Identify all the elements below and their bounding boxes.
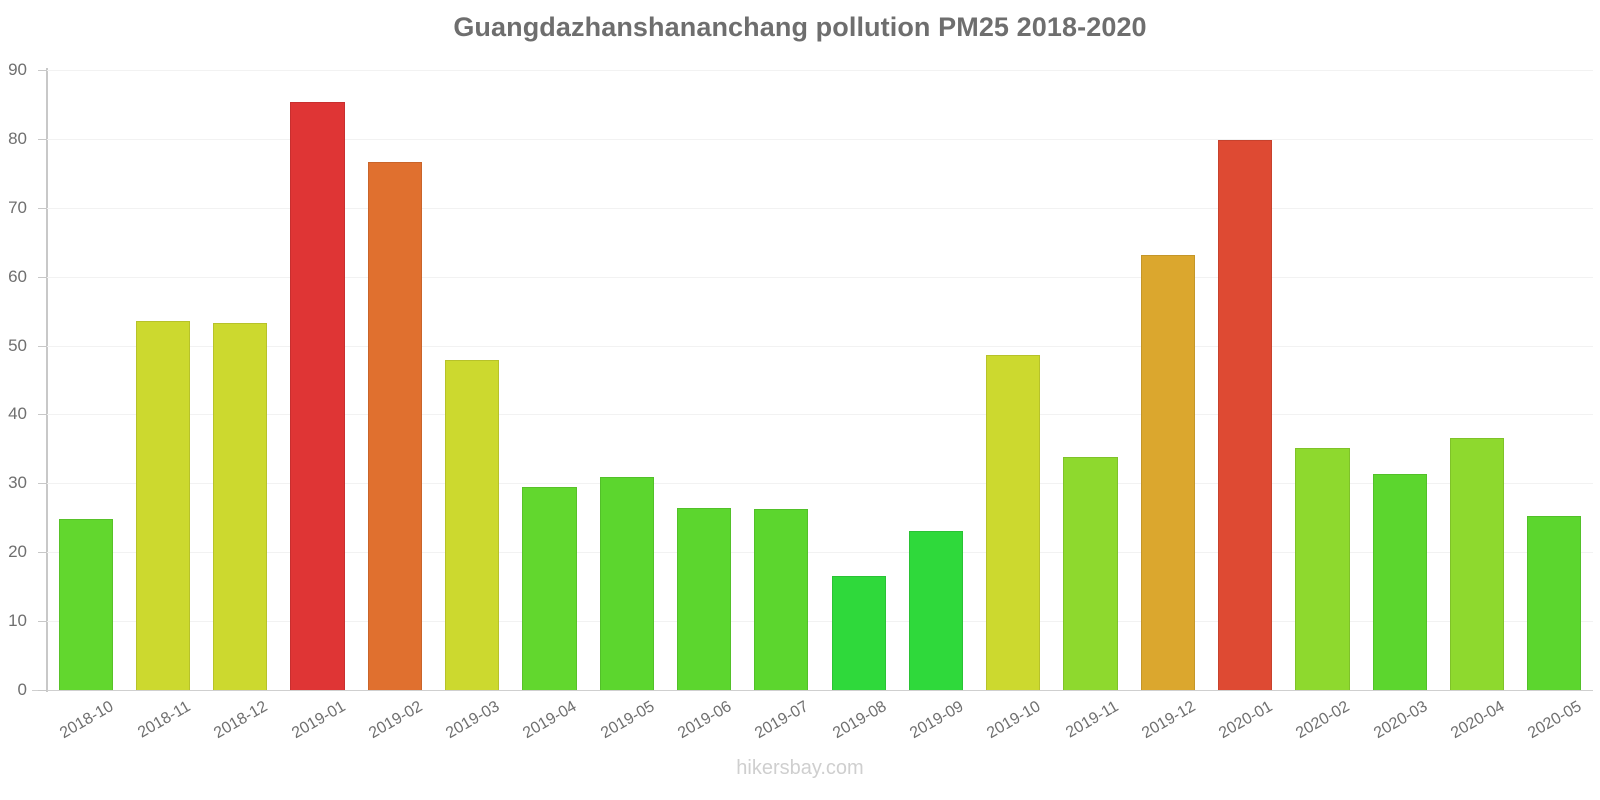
gridline — [47, 138, 1593, 140]
x-axis-tick-label: 2018-12 — [211, 698, 271, 743]
y-axis-line — [46, 68, 48, 692]
gridline — [47, 207, 1593, 209]
y-axis-tick-mark — [38, 414, 47, 416]
x-axis-tick-label: 2020-04 — [1448, 698, 1508, 743]
y-axis-tick-label: 40 — [8, 404, 27, 424]
bar[interactable] — [445, 360, 500, 690]
y-axis-tick-label: 20 — [8, 542, 27, 562]
y-axis-tick-mark — [38, 345, 47, 347]
gridline — [47, 414, 1593, 416]
gridline — [47, 621, 1593, 623]
y-axis-tick-label: 80 — [8, 128, 27, 148]
y-axis-tick-mark — [38, 70, 47, 71]
bar[interactable] — [1218, 140, 1273, 690]
x-axis-tick-label: 2019-05 — [597, 698, 658, 743]
bar[interactable] — [831, 575, 886, 690]
gridline — [47, 70, 1593, 71]
y-axis-tick-mark — [38, 690, 47, 691]
x-axis-tick-label: 2019-07 — [752, 698, 812, 743]
y-axis-tick-label: 10 — [8, 611, 27, 631]
bar[interactable] — [290, 102, 345, 690]
y-axis-tick-mark — [38, 483, 47, 485]
bar[interactable] — [676, 508, 732, 690]
bar[interactable] — [1295, 448, 1350, 690]
bar[interactable] — [1449, 437, 1505, 690]
bar[interactable] — [213, 322, 268, 690]
y-axis-tick-label: 50 — [8, 335, 27, 355]
bar[interactable] — [1527, 515, 1582, 690]
y-axis-tick-label: 0 — [17, 680, 27, 699]
gridline — [47, 345, 1593, 347]
bar[interactable] — [1372, 473, 1427, 690]
x-axis-tick-label: 2020-02 — [1293, 698, 1353, 743]
x-axis-tick-label: 2019-09 — [907, 698, 967, 743]
gridline — [47, 276, 1593, 278]
x-axis-tick-label: 2019-01 — [288, 698, 349, 743]
y-axis-tick-label: 90 — [8, 60, 27, 79]
y-axis-tick-label: 30 — [8, 473, 27, 493]
x-axis-tick-label: 2020-01 — [1216, 698, 1276, 743]
x-axis-tick-label: 2019-10 — [984, 698, 1044, 743]
y-axis-tick-mark — [38, 138, 47, 140]
plot-area: 0 10 20 30 40 50 60 70 80 90 — [8, 60, 1593, 699]
watermark: hikersbay.com — [736, 757, 864, 779]
bar[interactable] — [908, 530, 963, 690]
x-axis-tick-label: 2020-05 — [1525, 698, 1585, 743]
y-axis-tick-mark — [38, 276, 47, 278]
x-axis-tick-label: 2019-04 — [520, 698, 580, 743]
y-axis-tick-label: 60 — [8, 266, 27, 286]
x-axis-line — [32, 690, 1593, 691]
bar[interactable] — [135, 320, 190, 690]
y-axis-tick-mark — [38, 207, 47, 209]
y-axis-tick-mark — [38, 552, 47, 554]
bar[interactable] — [754, 508, 809, 690]
bar[interactable] — [522, 487, 577, 690]
x-axis-tick-label: 2018-11 — [135, 698, 194, 742]
gridline — [47, 483, 1593, 485]
y-axis-tick-label: 70 — [8, 197, 27, 217]
bar[interactable] — [1140, 254, 1195, 690]
bar[interactable] — [367, 161, 422, 690]
chart-title: Guangdazhanshananchang pollution PM25 20… — [453, 12, 1147, 42]
x-axis-tick-label: 2019-03 — [443, 698, 503, 743]
x-axis-tick-label: 2019-12 — [1138, 698, 1199, 743]
y-axis-tick-mark — [38, 621, 47, 623]
bar[interactable] — [599, 477, 654, 690]
x-axis-tick-label: 2019-06 — [675, 698, 735, 743]
x-axis-tick-label: 2019-08 — [829, 698, 890, 743]
x-axis-tick-label: 2019-11 — [1062, 698, 1122, 742]
gridline — [47, 552, 1593, 554]
bar[interactable] — [986, 354, 1041, 690]
bar[interactable] — [1063, 457, 1118, 690]
bar[interactable] — [58, 519, 113, 690]
x-axis-tick-label: 2019-02 — [365, 698, 426, 743]
x-axis-tick-label: 2018-10 — [56, 698, 117, 743]
x-axis-tick-label: 2020-03 — [1370, 698, 1431, 743]
